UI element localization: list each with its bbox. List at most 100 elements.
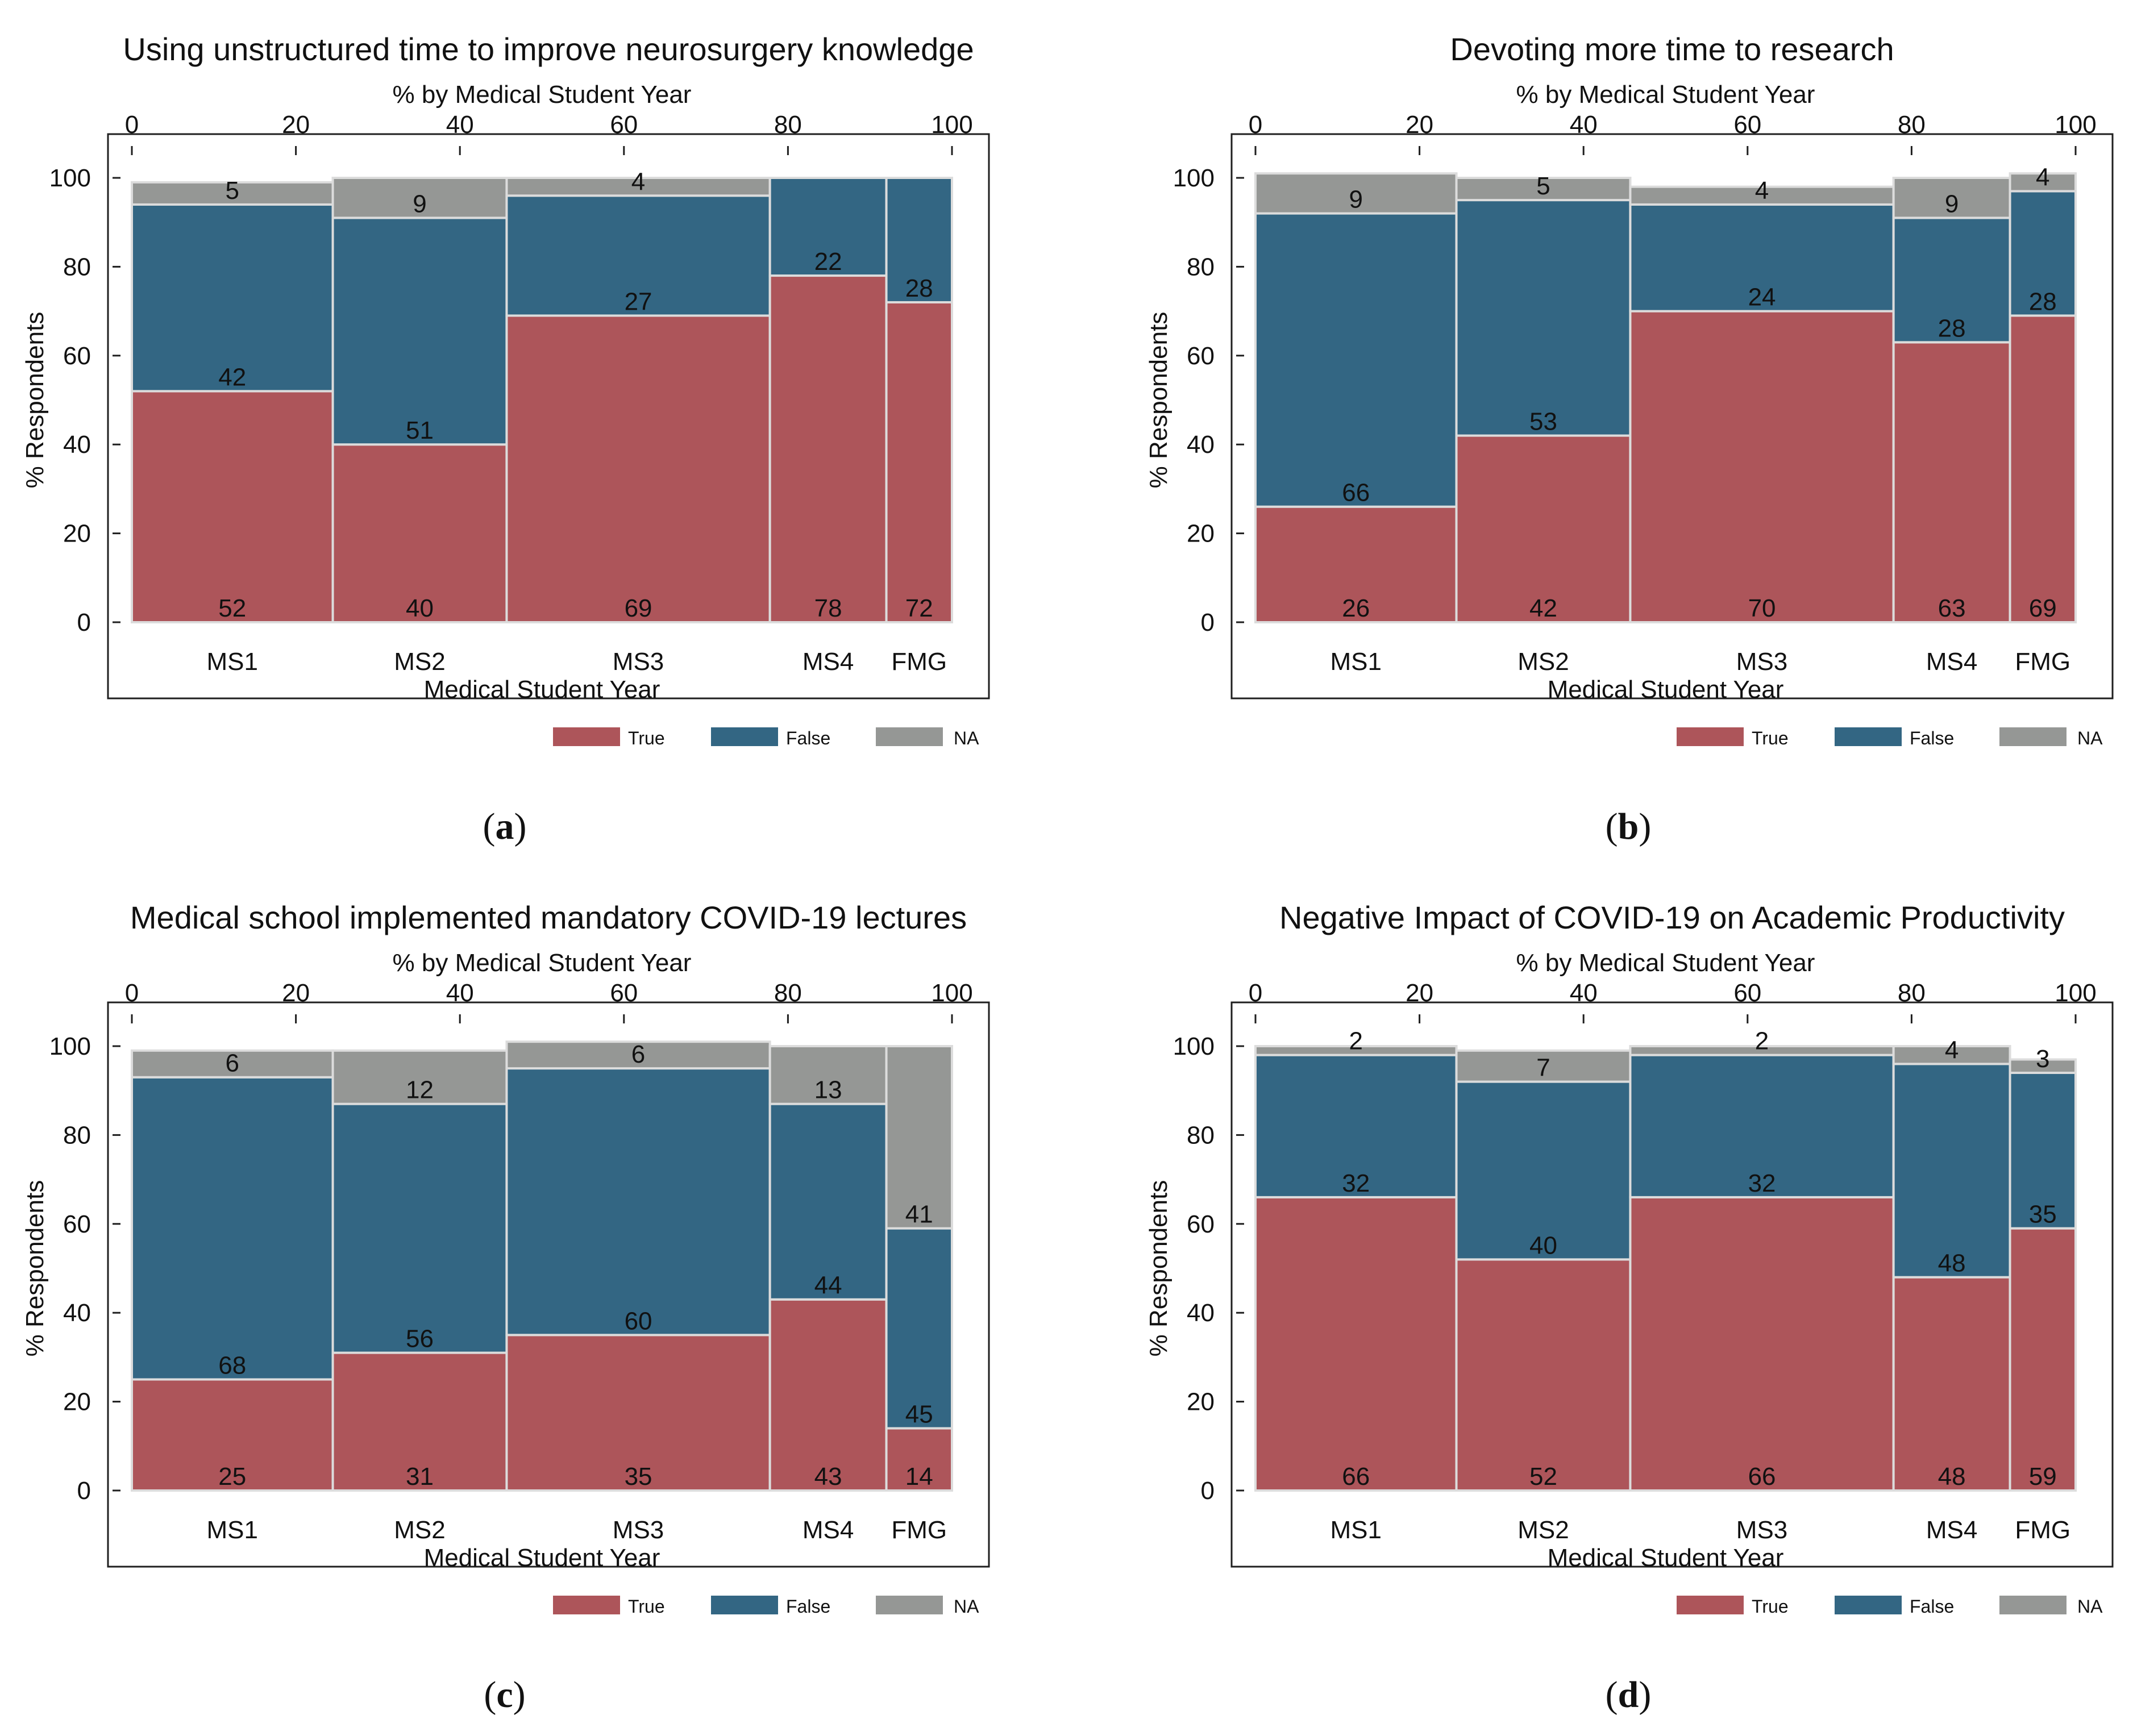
data-label-false-ms3: 60 bbox=[625, 1307, 652, 1335]
data-label-true-ms3: 70 bbox=[1748, 594, 1776, 622]
bar-na-fmg bbox=[2009, 172, 2077, 193]
bar-true-ms4 bbox=[1892, 341, 2011, 624]
data-label-true-fmg: 72 bbox=[905, 594, 933, 622]
data-label-true-ms3: 69 bbox=[625, 594, 652, 622]
bar-true-fmg bbox=[885, 301, 954, 623]
data-label-true-ms2: 52 bbox=[1529, 1463, 1557, 1491]
data-label-true-ms4: 43 bbox=[814, 1463, 842, 1491]
legend-swatch-false bbox=[711, 727, 778, 746]
bar-true-ms4 bbox=[768, 1298, 888, 1492]
legend-swatch-false bbox=[711, 1596, 778, 1614]
plot-frame bbox=[107, 1001, 990, 1568]
x-category-label: MS2 bbox=[394, 1516, 445, 1544]
bar-false-fmg bbox=[2009, 190, 2077, 317]
y-axis-tick-label: 80 bbox=[63, 1121, 91, 1149]
data-label-true-ms1: 52 bbox=[218, 594, 246, 622]
data-label-false-ms2: 53 bbox=[1529, 408, 1557, 436]
data-label-false-ms3: 32 bbox=[1748, 1169, 1776, 1197]
x-category-label: MS2 bbox=[1517, 1516, 1569, 1544]
data-label-na-ms3: 4 bbox=[1755, 177, 1769, 205]
y-axis-tick-label: 20 bbox=[1187, 520, 1215, 548]
top-axis-tick-label: 80 bbox=[1898, 111, 1926, 139]
data-label-false-fmg: 28 bbox=[2029, 288, 2057, 315]
bar-true-ms3 bbox=[505, 1334, 771, 1492]
bar-false-ms2 bbox=[331, 217, 508, 446]
legend-label-true: True bbox=[1752, 728, 1789, 748]
data-label-true-ms2: 40 bbox=[406, 594, 434, 622]
y-axis-label: % Respondents bbox=[1145, 312, 1172, 489]
data-label-false-ms4: 28 bbox=[1938, 314, 1966, 342]
legend-label-na: NA bbox=[2077, 1596, 2103, 1617]
y-axis-tick-label: 20 bbox=[1187, 1388, 1215, 1416]
y-axis-tick-label: 60 bbox=[63, 1210, 91, 1238]
data-label-false-fmg: 35 bbox=[2029, 1201, 2057, 1229]
data-label-na-ms2: 12 bbox=[406, 1076, 434, 1104]
top-axis-tick-label: 100 bbox=[2055, 111, 2096, 139]
data-label-true-ms4: 78 bbox=[814, 594, 842, 622]
x-category-label: FMG bbox=[2015, 1516, 2070, 1544]
legend-swatch-false bbox=[1835, 727, 1902, 746]
bar-true-ms4 bbox=[1892, 1276, 2011, 1492]
top-axis-tick-label: 40 bbox=[1570, 979, 1598, 1007]
data-label-false-fmg: 28 bbox=[905, 274, 933, 302]
data-label-false-ms4: 22 bbox=[814, 248, 842, 276]
plot-frame bbox=[107, 133, 990, 700]
y-axis-tick-label: 80 bbox=[1187, 1121, 1215, 1149]
x-category-label: FMG bbox=[891, 648, 947, 676]
top-axis-tick-label: 20 bbox=[1406, 111, 1433, 139]
bars bbox=[131, 1040, 954, 1492]
legend-swatch-na bbox=[1999, 727, 2067, 746]
bar-true-ms1 bbox=[131, 390, 334, 623]
bar-na-ms1 bbox=[1254, 172, 1458, 215]
y-axis-tick-label: 80 bbox=[63, 253, 91, 281]
y-axis-tick-label: 0 bbox=[1201, 1477, 1215, 1505]
x-category-label: MS4 bbox=[1926, 1516, 1977, 1544]
bar-true-fmg bbox=[2009, 314, 2077, 623]
legend-label-na: NA bbox=[954, 1596, 979, 1617]
y-axis-tick-label: 40 bbox=[1187, 1299, 1215, 1327]
data-label-true-fmg: 69 bbox=[2029, 594, 2057, 622]
plot-frame bbox=[1230, 133, 2114, 700]
data-label-false-ms1: 68 bbox=[218, 1352, 246, 1380]
data-label-na-ms2: 9 bbox=[413, 190, 426, 218]
legend-swatch-na bbox=[876, 727, 943, 746]
data-label-true-ms4: 63 bbox=[1938, 594, 1966, 622]
bar-true-ms2 bbox=[331, 1351, 508, 1492]
bar-false-ms1 bbox=[1254, 1054, 1458, 1198]
bar-false-ms3 bbox=[505, 1067, 771, 1337]
chart-title: Negative Impact of COVID-19 on Academic … bbox=[1279, 900, 2065, 935]
chart-panel-a: Using unstructured time to improve neuro… bbox=[0, 0, 1066, 868]
bar-true-ms2 bbox=[1455, 434, 1632, 623]
bar-false-ms4 bbox=[768, 1102, 888, 1301]
top-axis-tick-label: 100 bbox=[931, 111, 972, 139]
y-axis-label: % Respondents bbox=[21, 1180, 49, 1357]
x-category-label: MS4 bbox=[1926, 648, 1977, 676]
legend-label-false: False bbox=[1910, 1596, 1954, 1617]
y-axis-tick-label: 0 bbox=[1201, 609, 1215, 636]
x-category-label: MS1 bbox=[207, 1516, 258, 1544]
y-axis-tick-label: 100 bbox=[1173, 1033, 1215, 1060]
top-axis-label: % by Medical Student Year bbox=[393, 81, 692, 109]
bar-true-ms3 bbox=[505, 314, 771, 623]
data-label-true-ms2: 31 bbox=[406, 1463, 434, 1491]
panel-label: (a) bbox=[483, 806, 527, 847]
data-label-na-fmg: 41 bbox=[905, 1201, 933, 1229]
bars bbox=[1254, 172, 2077, 624]
top-axis-tick-label: 40 bbox=[446, 111, 474, 139]
data-label-true-ms3: 66 bbox=[1748, 1463, 1776, 1491]
bar-true-fmg bbox=[2009, 1227, 2077, 1492]
x-category-label: MS2 bbox=[394, 648, 445, 676]
legend-swatch-false bbox=[1835, 1596, 1902, 1614]
x-category-label: MS3 bbox=[613, 648, 664, 676]
x-category-label: MS2 bbox=[1517, 648, 1569, 676]
data-label-na-ms1: 9 bbox=[1349, 186, 1363, 214]
top-axis-tick-label: 80 bbox=[1898, 979, 1926, 1007]
legend-swatch-na bbox=[876, 1596, 943, 1614]
legend-label-true: True bbox=[1752, 1596, 1789, 1617]
x-category-label: FMG bbox=[2015, 648, 2070, 676]
bar-false-ms3 bbox=[505, 194, 771, 317]
x-category-label: MS1 bbox=[1330, 648, 1382, 676]
data-label-true-ms1: 26 bbox=[1342, 594, 1370, 622]
data-label-na-ms1: 6 bbox=[226, 1050, 239, 1077]
x-category-label: MS4 bbox=[803, 1516, 854, 1544]
